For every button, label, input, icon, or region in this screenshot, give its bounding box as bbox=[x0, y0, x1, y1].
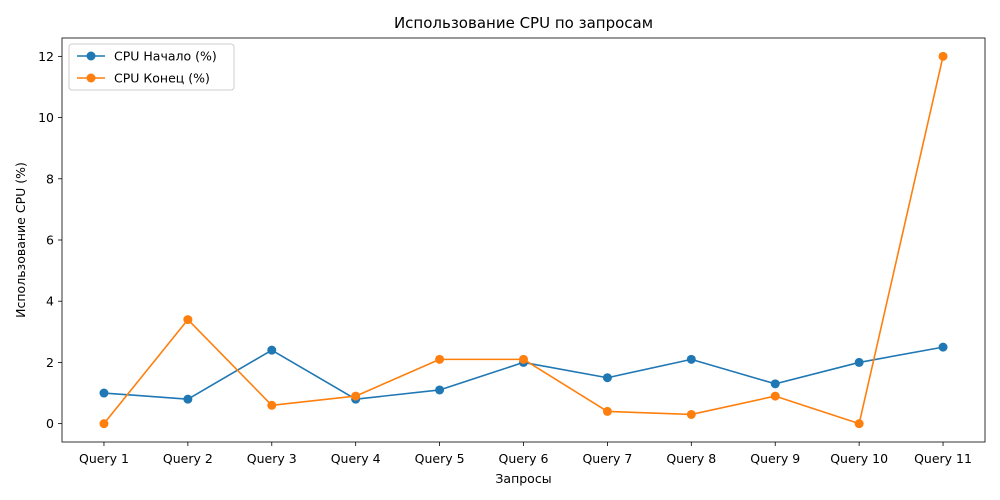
x-tick-label: Query 3 bbox=[247, 451, 297, 466]
data-point-series-1 bbox=[602, 373, 612, 383]
chart-title: Использование CPU по запросам bbox=[394, 14, 653, 32]
x-axis-label: Запросы bbox=[495, 471, 551, 486]
legend-label-2: CPU Конец (%) bbox=[114, 71, 210, 86]
x-tick-label: Query 7 bbox=[582, 451, 632, 466]
data-point-series-2 bbox=[602, 406, 612, 416]
x-tick-label: Query 6 bbox=[499, 451, 549, 466]
data-point-series-1 bbox=[183, 394, 193, 404]
x-tick-label: Query 9 bbox=[750, 451, 800, 466]
legend-label-1: CPU Начало (%) bbox=[114, 49, 217, 64]
data-point-series-1 bbox=[770, 379, 780, 389]
data-point-series-2 bbox=[770, 391, 780, 401]
data-point-series-1 bbox=[938, 342, 948, 352]
y-tick-label: 6 bbox=[46, 233, 54, 248]
data-point-series-1 bbox=[267, 345, 277, 355]
data-point-series-2 bbox=[686, 409, 696, 419]
y-tick-label: 10 bbox=[38, 110, 54, 125]
y-tick-label: 0 bbox=[46, 416, 54, 431]
data-point-series-2 bbox=[351, 391, 361, 401]
x-tick-label: Query 8 bbox=[666, 451, 716, 466]
legend-box bbox=[68, 43, 235, 91]
plot-area: Query 1 Query 2 Query 3 Query 4 Query 5 Query… bbox=[38, 37, 986, 466]
legend-marker-2 bbox=[86, 73, 96, 83]
data-point-series-2 bbox=[938, 51, 948, 61]
data-point-series-1 bbox=[854, 357, 864, 367]
x-tick-label: Query 10 bbox=[830, 451, 888, 466]
x-tick-label: Query 1 bbox=[79, 451, 129, 466]
data-point-series-2 bbox=[854, 419, 864, 429]
legend-marker-1 bbox=[86, 51, 96, 61]
data-point-series-2 bbox=[519, 354, 528, 364]
data-point-series-1 bbox=[99, 388, 109, 398]
x-tick-label: Query 4 bbox=[331, 451, 381, 466]
legend: CPU Начало (%) CPU Конец (%) bbox=[68, 43, 235, 91]
y-axis-label: Использование CPU (%) bbox=[13, 162, 28, 318]
y-tick-label: 8 bbox=[46, 171, 54, 186]
y-tick-label: 2 bbox=[46, 355, 54, 370]
x-tick-label: Query 2 bbox=[163, 451, 213, 466]
data-point-series-2 bbox=[99, 419, 109, 429]
x-tick-label: Query 11 bbox=[914, 451, 972, 466]
data-point-series-2 bbox=[183, 315, 193, 325]
data-point-series-2 bbox=[267, 400, 277, 410]
y-tick-label: 4 bbox=[46, 294, 54, 309]
data-point-series-1 bbox=[435, 385, 445, 395]
data-point-series-1 bbox=[686, 354, 696, 364]
y-tick-label: 12 bbox=[38, 49, 54, 64]
axes-frame bbox=[61, 37, 986, 443]
x-tick-label: Query 5 bbox=[415, 451, 465, 466]
data-point-series-2 bbox=[435, 354, 445, 364]
